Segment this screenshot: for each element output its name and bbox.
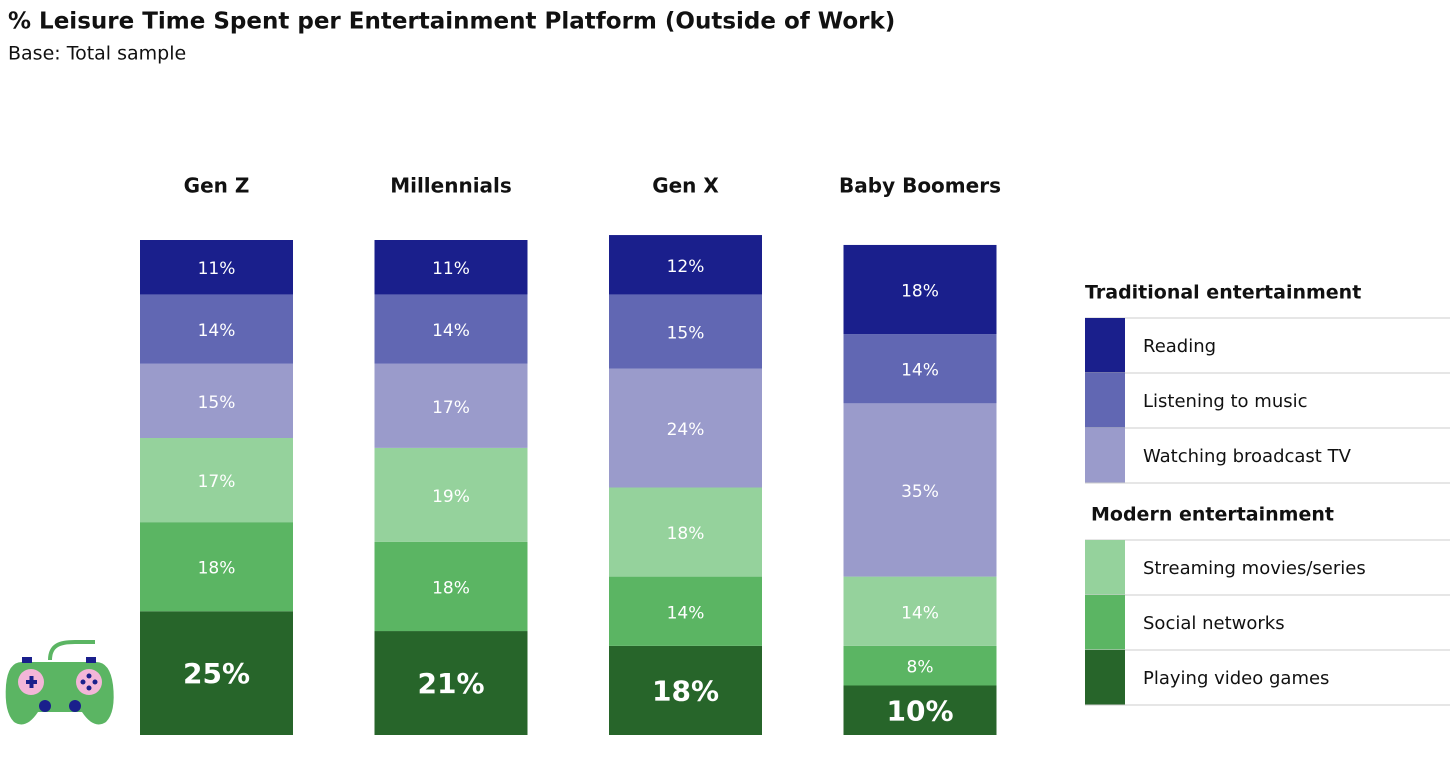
bar-segment <box>609 294 762 369</box>
value-label: 14% <box>667 603 705 623</box>
x-category-label: Baby Boomers <box>839 174 1001 198</box>
value-label: 15% <box>667 324 705 344</box>
legend-label: Streaming movies/series <box>1143 558 1366 579</box>
bar-segment <box>374 240 528 295</box>
legend-label: Playing video games <box>1143 668 1329 689</box>
value-label: 15% <box>198 393 236 413</box>
value-label: 17% <box>432 398 470 418</box>
chart-subtitle: Base: Total sample <box>8 43 186 65</box>
value-label: 18% <box>667 524 705 544</box>
bar-segment <box>140 522 293 612</box>
legend-label: Reading <box>1143 336 1216 357</box>
legend-group-title: Modern entertainment <box>1091 504 1334 526</box>
x-category-label: Millennials <box>390 174 512 198</box>
gamepad-icon <box>5 640 114 725</box>
bar-segment <box>609 235 762 295</box>
value-label: 35% <box>901 482 939 502</box>
value-label: 18% <box>198 559 236 579</box>
value-label: 10% <box>886 694 953 727</box>
value-label: 21% <box>417 667 484 700</box>
value-label: 11% <box>198 259 236 279</box>
value-label: 14% <box>198 321 236 341</box>
bar-segment <box>843 334 997 404</box>
bar-segment <box>140 438 293 523</box>
bar-segment <box>843 685 997 735</box>
chart-title: % Leisure Time Spent per Entertainment P… <box>8 9 895 35</box>
value-label: 14% <box>901 603 939 623</box>
x-category-label: Gen X <box>652 174 719 198</box>
value-label: 24% <box>667 420 705 440</box>
x-category-label: Gen Z <box>184 174 250 198</box>
legend-swatch <box>1085 318 1125 373</box>
value-label: 17% <box>198 472 236 492</box>
bar-segment <box>843 576 997 646</box>
legend-label: Listening to music <box>1143 391 1308 412</box>
bar-segment <box>140 240 293 295</box>
bar-segment <box>609 368 762 488</box>
bar-segment <box>374 447 528 542</box>
legend-swatch <box>1085 595 1125 650</box>
value-label: 11% <box>432 259 470 279</box>
bar-segment <box>374 631 528 735</box>
bar-segment <box>843 403 997 577</box>
bar-segment <box>374 294 528 364</box>
value-label: 19% <box>432 487 470 507</box>
legend-swatch <box>1085 540 1125 595</box>
value-label: 14% <box>901 361 939 381</box>
value-label: 12% <box>667 257 705 277</box>
bar-segment <box>374 541 528 632</box>
bar-segment <box>140 611 293 735</box>
bar-segment <box>843 645 997 686</box>
legend-swatch <box>1085 373 1125 428</box>
bar-segment <box>374 363 528 448</box>
legend-label: Watching broadcast TV <box>1143 446 1352 467</box>
value-label: 14% <box>432 321 470 341</box>
legend-group-title: Traditional entertainment <box>1085 282 1361 304</box>
legend-label: Social networks <box>1143 613 1285 634</box>
legend-swatch <box>1085 428 1125 483</box>
bar-segment <box>609 576 762 646</box>
value-label: 18% <box>652 674 719 707</box>
value-label: 18% <box>901 282 939 302</box>
bar-segment <box>140 363 293 438</box>
legend-swatch <box>1085 650 1125 705</box>
bar-segment <box>843 244 997 335</box>
value-label: 18% <box>432 579 470 599</box>
bar-segment <box>609 487 762 577</box>
bar-segment <box>140 294 293 364</box>
value-label: 8% <box>907 658 934 678</box>
bar-segment <box>609 645 762 735</box>
value-label: 25% <box>183 657 250 690</box>
